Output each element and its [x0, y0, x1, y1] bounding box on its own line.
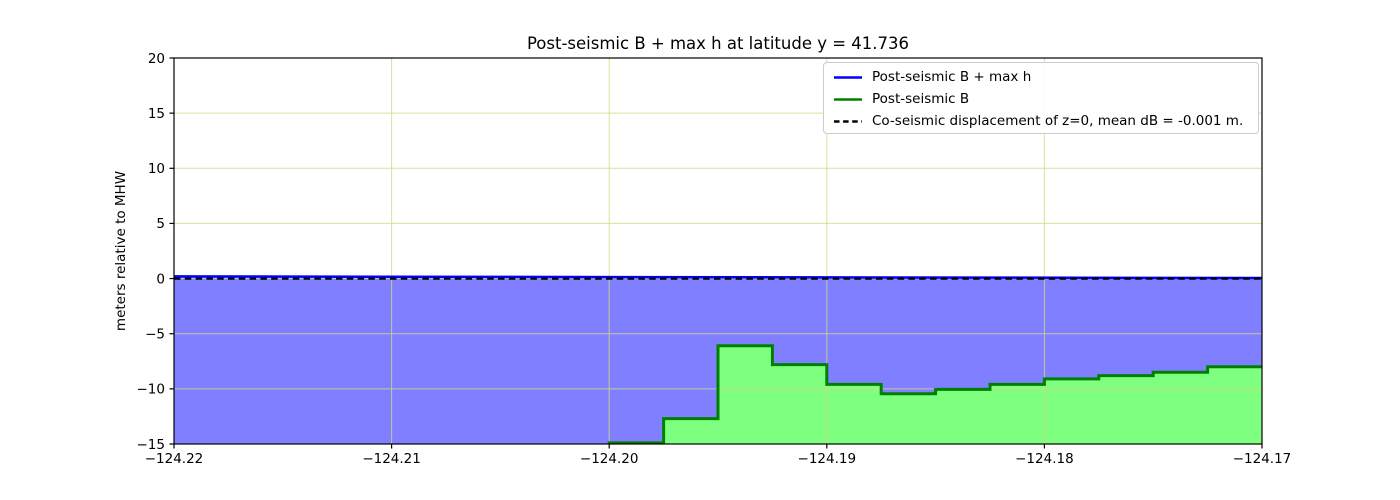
legend-label: Co-seismic displacement of z=0, mean dB …	[872, 113, 1244, 129]
x-tick-label: −124.21	[362, 451, 421, 467]
y-tick-label: −15	[137, 437, 166, 453]
y-tick-label: 20	[148, 51, 165, 67]
post-seismic-b-plus-max-h-line	[174, 275, 1262, 280]
legend-item-1: Post-seismic B + max h	[824, 66, 1258, 88]
y-axis-label: meters relative to MHW	[113, 170, 129, 332]
y-tick-label: −10	[137, 382, 166, 398]
legend-label: Post-seismic B + max h	[872, 69, 1032, 85]
x-tick-label: −124.20	[580, 451, 639, 467]
legend-item-2: Post-seismic B	[824, 88, 1258, 110]
x-tick-label: −124.22	[145, 451, 204, 467]
y-tick-label: 15	[148, 106, 165, 122]
y-tick-label: 5	[156, 216, 165, 232]
y-tick-label: 0	[156, 271, 165, 287]
x-tick-label: −124.17	[1233, 451, 1292, 467]
legend-item-3: Co-seismic displacement of z=0, mean dB …	[824, 110, 1258, 132]
legend-label: Post-seismic B	[872, 91, 970, 107]
post-seismic-b-line	[607, 344, 1262, 444]
legend-line-sample	[834, 76, 862, 79]
plot-border	[173, 57, 1263, 445]
y-tick-label: −5	[145, 327, 165, 343]
y-tick-label: 10	[148, 161, 165, 177]
legend-dashed-line-sample	[834, 120, 862, 123]
x-tick-label: −124.19	[798, 451, 857, 467]
legend-line-sample	[834, 98, 862, 101]
x-tick-label: −124.18	[1015, 451, 1074, 467]
chart-title: Post-seismic B + max h at latitude y = 4…	[526, 34, 910, 53]
legend: Post-seismic B + max h Post-seismic B Co-s…	[823, 62, 1259, 134]
